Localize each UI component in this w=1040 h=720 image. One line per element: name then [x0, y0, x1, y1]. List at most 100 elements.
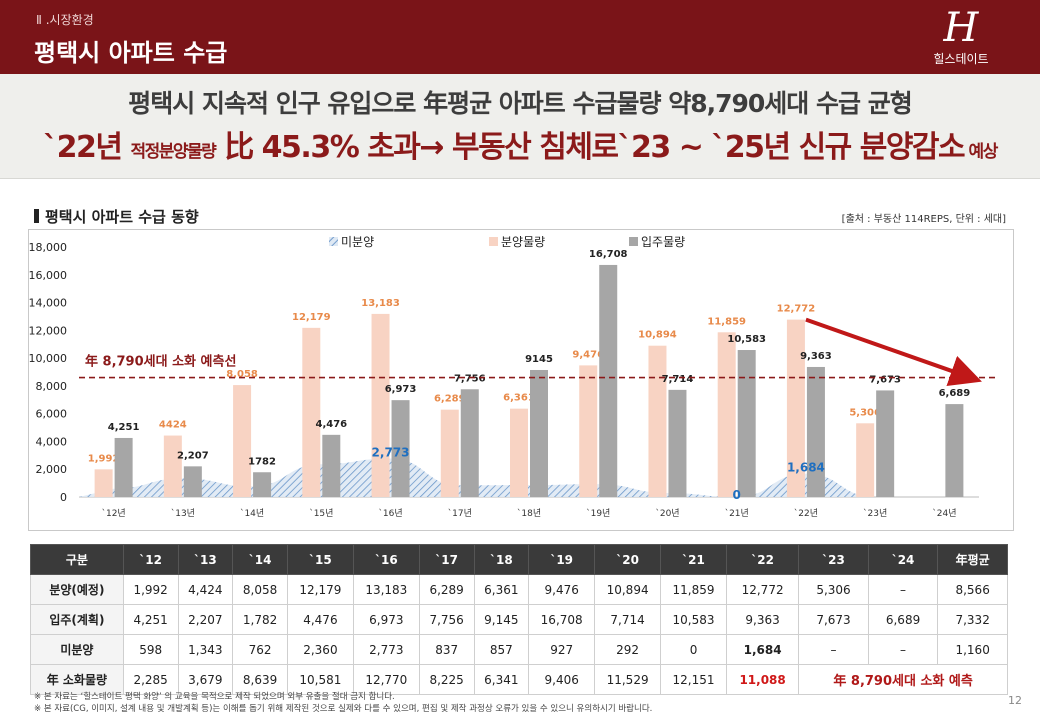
y-tick-label: 10,000 — [29, 352, 67, 365]
table-header-cell: `20 — [594, 544, 662, 575]
sale-bar-label: 6,361 — [503, 393, 535, 404]
legend-movein-label: 입주물량 — [641, 235, 685, 249]
sale-bar-label: 4424 — [159, 420, 187, 431]
y-tick-label: 8,000 — [36, 380, 68, 393]
sale-bar — [856, 423, 875, 497]
y-tick-label: 6,000 — [36, 408, 68, 421]
headline-line2: `22년 적정분양물량 比 45.3% 초과→ 부동산 침체로`23 ~ `25… — [0, 122, 1040, 166]
sale-bar-label: 1,992 — [88, 453, 120, 464]
table-cell: 9,406 — [528, 664, 596, 695]
chart-title-text: 평택시 아파트 수급 동향 — [45, 208, 199, 226]
table-header-cell: `22 — [725, 544, 800, 575]
movein-bar-label: 10,583 — [727, 334, 766, 345]
x-tick-label: `24년 — [932, 508, 956, 519]
table-cell: – — [867, 574, 939, 605]
supply-chart: 0 2,000 4,000 6,000 8,000 10,000 12,000 14,000 1… — [29, 235, 999, 519]
sale-bar — [371, 313, 390, 497]
legend-movein-swatch — [629, 237, 638, 246]
unsold-label: 1,684 — [787, 461, 825, 475]
title-bullet — [34, 209, 39, 223]
movein-bar-label: 6,973 — [385, 384, 417, 395]
forecast-label-bg — [83, 349, 255, 370]
movein-bar — [806, 366, 825, 497]
sale-bar-label: 5,306 — [849, 407, 881, 418]
table-cell: 927 — [528, 634, 596, 665]
page-number: 12 — [1008, 694, 1022, 707]
movein-bar-label: 1782 — [248, 456, 276, 467]
sale-bar-label: 12,179 — [292, 312, 331, 323]
table-cell: 6,973 — [352, 604, 420, 635]
table-cell: 9,476 — [528, 574, 596, 605]
footnote-1: ※ 본 자료는 ‘힐스테이트 평택 화양’ 의 교육을 목적으로 제작 되었으며… — [34, 692, 395, 702]
x-tick-label: `15년 — [309, 508, 333, 519]
movein-bar-label: 6,689 — [939, 388, 971, 399]
sale-bar-label: 9,476 — [572, 349, 604, 360]
table-cell: 857 — [473, 634, 530, 665]
logo-mark: H — [943, 5, 979, 51]
chart-title: 평택시 아파트 수급 동향 — [34, 206, 199, 227]
table-cell: 2,360 — [286, 634, 354, 665]
table-cell: 12,151 — [660, 664, 727, 695]
table-cell: 1,160 — [937, 634, 1008, 665]
sale-bar — [233, 385, 252, 497]
y-tick-label: 18,000 — [29, 241, 67, 254]
movein-bar — [322, 434, 341, 497]
movein-bar-label: 2,207 — [177, 450, 209, 461]
headline-part-a: `22년 — [43, 130, 131, 165]
table-header-cell: `21 — [660, 544, 727, 575]
table-row: 年 소화물량 2,285 3,679 8,639 10,581 12,770 8,225 6,… — [30, 664, 1008, 695]
table-cell: 11,529 — [594, 664, 662, 695]
movein-bar-label: 9145 — [525, 354, 553, 365]
table-cell: – — [867, 634, 939, 665]
y-tick-label: 2,000 — [36, 463, 68, 476]
table-cell: 6,689 — [867, 604, 939, 635]
table-cell: 9,145 — [473, 604, 530, 635]
movein-bar-label: 7,714 — [662, 374, 694, 385]
table-header-cell: `18 — [473, 544, 530, 575]
table-header-cell: `15 — [286, 544, 354, 575]
movein-bar — [737, 350, 756, 497]
chart-frame: 0 2,000 4,000 6,000 8,000 10,000 12,000 14,000 1… — [28, 229, 1014, 531]
table-header-row: 구분 `12 `13 `14 `15 `16 `17 `18 `19 `20 `21 `22 `23 `2… — [30, 544, 1008, 575]
movein-bar — [253, 472, 272, 497]
x-tick-label: `20년 — [655, 508, 679, 519]
sale-bar — [786, 319, 805, 497]
unsold-label: 0 — [733, 488, 741, 502]
table-cell: 8,566 — [937, 574, 1008, 605]
x-tick-label: `14년 — [240, 508, 264, 519]
movein-bar-label: 7,673 — [869, 374, 901, 385]
sale-bar — [94, 469, 113, 497]
table-cell: 8,058 — [232, 574, 288, 605]
page-title: 평택시 아파트 수급 — [34, 39, 228, 67]
table-cell: 2,285 — [122, 664, 179, 695]
table-row: 분양(예정) 1,992 4,424 8,058 12,179 13,183 6,289 6,… — [30, 574, 1008, 605]
movein-bar-label: 16,708 — [589, 249, 628, 260]
table-body: 분양(예정) 1,992 4,424 8,058 12,179 13,183 6,289 6,… — [30, 574, 1008, 695]
table-header-cell: 구분 — [30, 544, 124, 575]
y-tick-label: 14,000 — [29, 297, 67, 310]
row-header: 미분양 — [30, 634, 124, 665]
table-cell: 7,756 — [418, 604, 475, 635]
movein-bar — [391, 400, 410, 497]
x-tick-label: `22년 — [794, 508, 818, 519]
table-cell: 6,341 — [473, 664, 530, 695]
table-cell: 9,363 — [725, 604, 800, 635]
sale-bar — [579, 365, 598, 497]
table-cell: 12,179 — [286, 574, 354, 605]
chart-source: [출처 : 부동산 114REPS, 단위 : 세대] — [841, 214, 1006, 225]
row-header: 입주(계획) — [30, 604, 124, 635]
sale-bar-label: 10,894 — [638, 330, 677, 341]
table-cell: 1,782 — [232, 604, 288, 635]
row-header: 분양(예정) — [30, 574, 124, 605]
table-cell: 598 — [122, 634, 179, 665]
footnote-2: ※ 본 자료(CG, 이미지, 설계 내용 및 개발계획 등)는 이해를 돕기 … — [34, 704, 653, 714]
table-cell: 12,772 — [725, 574, 800, 605]
row-header: 年 소화물량 — [30, 664, 124, 695]
y-tick-label: 0 — [60, 491, 67, 504]
movein-bar-label: 4,251 — [108, 422, 140, 433]
y-tick-label: 12,000 — [29, 324, 67, 337]
movein-bar — [668, 389, 687, 497]
sale-bar — [163, 435, 182, 497]
section-label: Ⅱ .시장환경 — [36, 13, 94, 27]
table-cell: 7,714 — [594, 604, 662, 635]
